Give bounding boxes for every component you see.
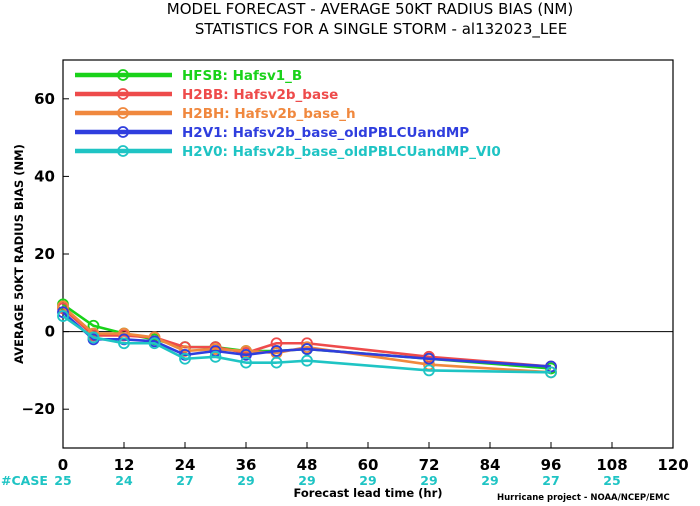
series-5 [57,310,557,379]
data-point [270,356,283,369]
x-tick-label: 120 [657,456,688,474]
y-tick-label: 0 [45,323,55,341]
x-tick-label: 96 [541,456,562,474]
credit-text: Hurricane project - NOAA/NCEP/EMC [497,493,670,503]
data-point [118,337,130,350]
plot-frame [62,59,674,449]
x-tick-label: 84 [480,456,501,474]
legend-marker [117,69,129,81]
chart-subtitle: STATISTICS FOR A SINGLE STORM - al132023… [195,20,567,39]
y-tick-label: 20 [34,245,55,263]
data-point [270,345,283,357]
x-tick-label: 36 [236,456,257,474]
case-label: #CASE [1,473,48,488]
series-line [62,307,552,368]
legend-label: H2V1: Hafsv2b_base_oldPBLCUandMP [182,125,469,141]
legend-entry-4: H2V1: Hafsv2b_base_oldPBLCUandMP [75,125,469,141]
y-tick-label: −20 [22,400,55,418]
data-point [87,331,100,344]
data-point [301,343,313,355]
data-point [423,364,435,377]
legend-entry-2: H2BB: Hafsv2b_base [75,87,338,103]
legend-marker [117,145,129,157]
case-count: 29 [298,473,315,488]
x-tick-label: 108 [596,456,627,474]
data-point [179,352,191,365]
y-axis-ticks: −20 0 20 40 60 [22,90,69,418]
case-count: 29 [237,473,254,488]
data-point [545,366,557,379]
series-group [57,298,557,379]
legend-label: HFSB: Hafsv1_B [182,68,302,84]
x-axis-ticks: 0 12 24 36 48 60 72 84 96 108 120 [58,442,689,474]
case-count: 25 [54,473,71,488]
legend-label: H2V0: Hafsv2b_base_oldPBLCUandMP_VI0 [182,144,501,160]
data-point [209,350,222,363]
legend-entry-3: H2BH: Hafsv2b_base_h [75,106,356,122]
y-axis-label: AVERAGE 50KT RADIUS BIAS (NM) [12,144,26,364]
legend-label: H2BH: Hafsv2b_base_h [182,106,356,122]
data-point [57,310,69,322]
x-tick-label: 24 [175,456,196,474]
legend-marker [117,126,129,138]
case-counts: #CASE 25 24 27 29 29 29 29 29 27 25 [1,473,621,488]
legend-entry-1: HFSB: Hafsv1_B [75,68,302,84]
case-count: 27 [176,473,193,488]
x-tick-label: 12 [114,456,135,474]
case-count: 27 [542,473,559,488]
data-point [148,337,161,350]
chart-title: MODEL FORECAST - AVERAGE 50KT RADIUS BIA… [167,0,573,18]
series-line [62,311,552,368]
x-tick-label: 0 [58,456,68,474]
case-count: 24 [115,473,133,488]
y-tick-label: 60 [34,90,55,108]
data-point [240,356,252,369]
data-point [301,354,313,367]
legend-label: H2BB: Hafsv2b_base [182,87,338,103]
data-point [423,352,435,365]
data-point [240,348,252,361]
legend: HFSB: Hafsv1_B H2BB: Hafsv2b_base H2BH: Ha… [75,68,501,160]
case-count: 29 [420,473,437,488]
x-tick-label: 60 [358,456,379,474]
case-count: 29 [359,473,376,488]
y-tick-label: 40 [34,167,55,185]
case-count: 25 [603,473,620,488]
legend-marker [117,107,129,119]
x-axis-label: Forecast lead time (hr) [293,486,442,500]
x-tick-label: 72 [419,456,440,474]
legend-entry-5: H2V0: Hafsv2b_base_oldPBLCUandMP_VI0 [75,144,501,160]
series-line [62,315,552,374]
legend-marker [117,88,129,100]
x-tick-label: 48 [297,456,318,474]
case-count: 29 [481,473,498,488]
